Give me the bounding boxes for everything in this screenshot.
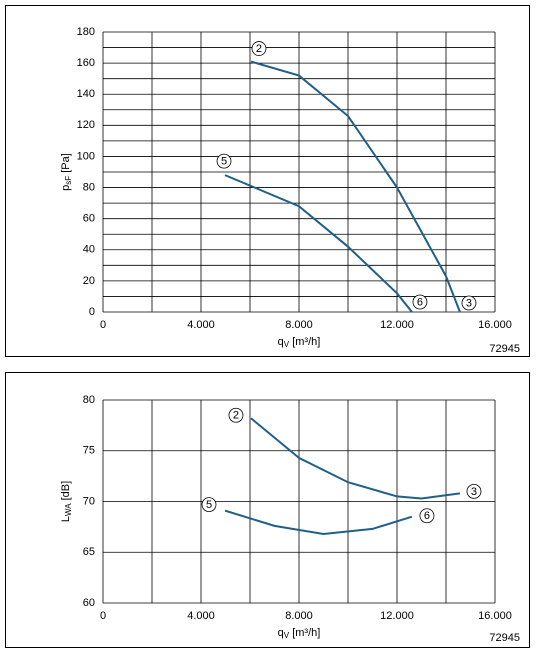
- axis-label-unit: [Pa]: [60, 153, 72, 176]
- axis-label-unit: [m³/h]: [289, 627, 320, 639]
- y-tick-label: 100: [77, 150, 95, 162]
- curve: [224, 174, 413, 313]
- axis-label-main: q: [278, 336, 284, 348]
- y-tick-label: 0: [89, 306, 95, 318]
- x-tick-label: 4.000: [187, 319, 215, 331]
- axis-label-unit: [dB]: [60, 481, 72, 504]
- y-tick-label: 20: [83, 275, 95, 287]
- x-tick-label: 16.000: [478, 610, 512, 622]
- x-tick-label: 0: [100, 319, 106, 331]
- curve-marker-circle: [461, 295, 477, 311]
- axis-label-sub: sF: [64, 176, 73, 185]
- x-tick-label: 12.000: [380, 610, 414, 622]
- y-tick-label: 80: [83, 181, 95, 193]
- curve-marker-label: 5: [206, 499, 212, 511]
- x-tick-label: 0: [100, 610, 106, 622]
- axis-label: LWA [dB]: [60, 481, 73, 522]
- curve-marker-label: 2: [233, 410, 239, 422]
- x-tick-label: 8.000: [285, 319, 313, 331]
- y-tick-label: 75: [83, 445, 95, 457]
- y-tick-label: 60: [83, 213, 95, 225]
- frame: [5, 5, 530, 357]
- curve-marker-label: 6: [417, 296, 423, 308]
- axis-label: qV [m³/h]: [278, 627, 321, 640]
- frame: [5, 372, 530, 648]
- curve-marker-circle: [251, 41, 267, 56]
- y-tick-label: 60: [83, 597, 95, 609]
- curve-marker-circle: [412, 294, 428, 310]
- x-tick-label: 12.000: [380, 319, 414, 331]
- y-tick-label: 180: [77, 26, 95, 38]
- x-tick-label: 8.000: [285, 610, 313, 622]
- x-tick-label: 4.000: [187, 610, 215, 622]
- curve-marker-circle: [216, 153, 232, 169]
- y-tick-label: 160: [77, 57, 95, 69]
- curve: [224, 509, 413, 535]
- axis-label-main: L: [60, 516, 72, 522]
- curve-marker-circle: [419, 508, 435, 524]
- curve-marker-circle: [201, 497, 217, 513]
- y-tick-label: 120: [77, 119, 95, 131]
- figure-code: 72945: [489, 343, 520, 355]
- curve: [250, 60, 461, 313]
- axis-label-sub: WA: [64, 503, 73, 516]
- x-tick-label: 16.000: [478, 319, 512, 331]
- curve-marker-label: 6: [424, 510, 430, 522]
- y-tick-label: 140: [77, 88, 95, 100]
- plot: 0 4.000 8.000 12.000 16.000 0 20 40 60 80 100 120 14…: [60, 26, 520, 355]
- y-tick-label: 80: [83, 394, 95, 406]
- axis-label: psF [Pa]: [60, 153, 73, 191]
- y-tick-label: 40: [83, 244, 95, 256]
- axis-label-unit: [m³/h]: [289, 336, 320, 348]
- axis-label-main: p: [60, 185, 72, 191]
- curve-marker-circle: [466, 483, 482, 499]
- curve-marker-label: 2: [256, 43, 262, 55]
- curve: [250, 417, 461, 500]
- curve-marker-label: 3: [466, 297, 472, 309]
- curve-marker-label: 5: [221, 156, 227, 168]
- axis-label-sub: V: [284, 340, 290, 349]
- y-tick-label: 65: [83, 546, 95, 558]
- curve-marker-label: 3: [471, 486, 477, 498]
- y-tick-label: 70: [83, 495, 95, 507]
- axis-label: qV [m³/h]: [278, 336, 321, 349]
- axis-label-main: q: [278, 627, 284, 639]
- curve-marker-circle: [228, 407, 244, 423]
- axis-label-sub: V: [284, 631, 290, 640]
- figure-code: 72945: [489, 632, 520, 644]
